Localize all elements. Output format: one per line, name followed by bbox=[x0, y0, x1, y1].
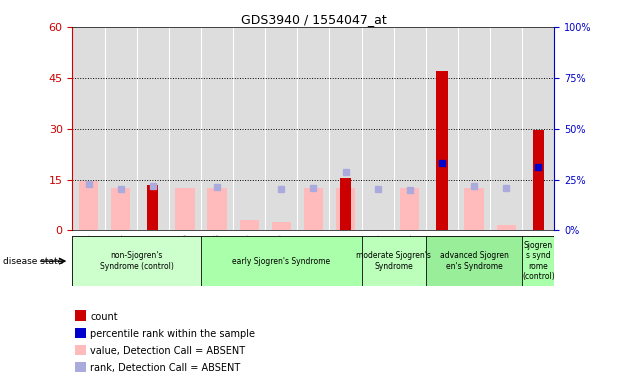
Bar bbox=[304, 188, 323, 230]
Bar bbox=[496, 225, 516, 230]
Bar bbox=[239, 220, 259, 230]
Text: advanced Sjogren
en's Syndrome: advanced Sjogren en's Syndrome bbox=[440, 252, 508, 271]
Text: disease state: disease state bbox=[3, 257, 64, 266]
Text: Sjogren
s synd
rome
(control): Sjogren s synd rome (control) bbox=[522, 241, 554, 281]
Bar bbox=[340, 178, 351, 230]
Bar bbox=[75, 328, 86, 338]
Bar bbox=[437, 71, 447, 230]
Text: non-Sjogren's
Syndrome (control): non-Sjogren's Syndrome (control) bbox=[100, 252, 174, 271]
Bar bbox=[533, 130, 544, 230]
Bar bbox=[426, 236, 522, 286]
Bar bbox=[201, 236, 362, 286]
Title: GDS3940 / 1554047_at: GDS3940 / 1554047_at bbox=[241, 13, 386, 26]
Bar bbox=[464, 188, 484, 230]
Bar bbox=[336, 188, 355, 230]
Bar bbox=[72, 236, 201, 286]
Bar bbox=[75, 362, 86, 372]
Bar bbox=[207, 188, 227, 230]
Text: early Sjogren's Syndrome: early Sjogren's Syndrome bbox=[232, 257, 330, 266]
Text: value, Detection Call = ABSENT: value, Detection Call = ABSENT bbox=[90, 346, 245, 356]
Bar bbox=[75, 310, 86, 321]
Bar bbox=[175, 188, 195, 230]
Bar bbox=[362, 236, 426, 286]
Bar bbox=[79, 181, 98, 230]
Text: percentile rank within the sample: percentile rank within the sample bbox=[90, 329, 255, 339]
Bar bbox=[111, 188, 130, 230]
Bar bbox=[75, 344, 86, 355]
Text: rank, Detection Call = ABSENT: rank, Detection Call = ABSENT bbox=[90, 363, 240, 373]
Text: count: count bbox=[90, 311, 118, 321]
Bar bbox=[147, 185, 158, 230]
Text: moderate Sjogren's
Syndrome: moderate Sjogren's Syndrome bbox=[357, 252, 431, 271]
Bar bbox=[400, 188, 420, 230]
Bar bbox=[272, 222, 291, 230]
Bar bbox=[522, 236, 554, 286]
